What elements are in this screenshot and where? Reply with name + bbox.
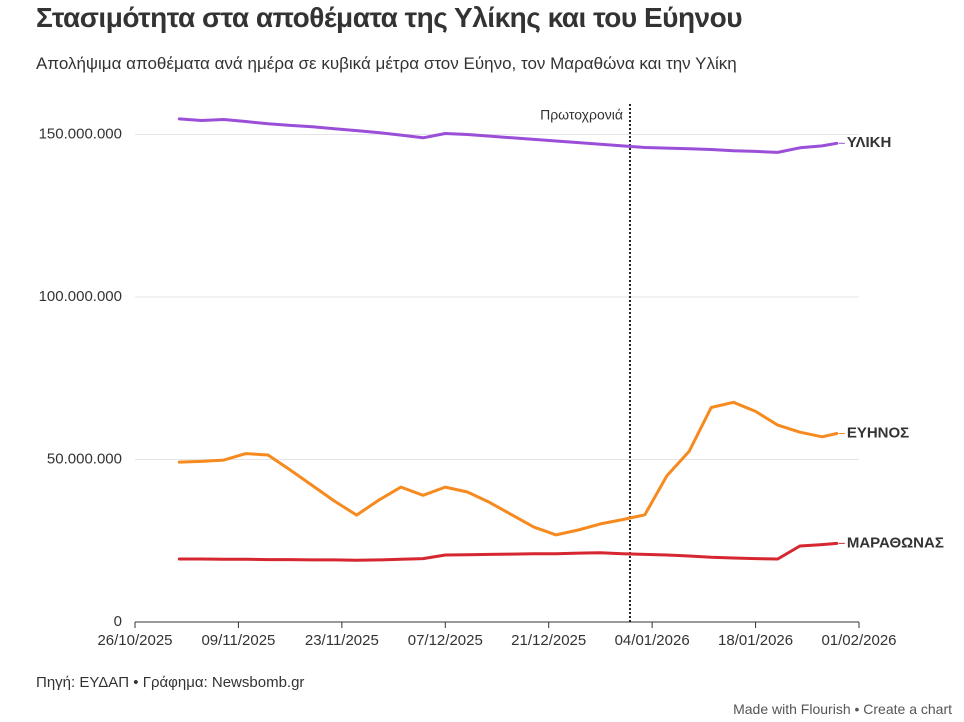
series-line [177, 400, 839, 537]
series-label: ΕΥΗΝΟΣ [847, 424, 909, 441]
y-tick-label: 150.000.000 [39, 125, 122, 142]
x-tick-label: 26/10/2025 [97, 632, 172, 649]
footer[interactable]: Made with Flourish • Create a chart [733, 701, 952, 717]
source: Πηγή: ΕΥΔΑΠ • Γράφημα: Newsbomb.gr [36, 674, 305, 691]
y-tick-label: 100.000.000 [39, 288, 122, 305]
chart-subtitle: Απολήψιμα αποθέματα ανά ημέρα σε κυβικά … [36, 54, 737, 73]
chart-title: Στασιμότητα στα αποθέματα της Υλίκης και… [36, 2, 743, 33]
series-label: ΜΑΡΑΘΩΝΑΣ [847, 534, 944, 551]
x-tick-label: 01/02/2026 [821, 632, 896, 649]
x-tick-label: 18/01/2026 [718, 632, 793, 649]
series-label: ΥΛΙΚΗ [847, 134, 891, 151]
x-tick-label: 21/12/2025 [511, 632, 586, 649]
x-tick-label: 07/12/2025 [408, 632, 483, 649]
x-tick-label: 23/11/2025 [305, 632, 379, 649]
x-tick-label: 09/11/2025 [201, 632, 275, 649]
series-line [177, 541, 839, 562]
annotation-label: Πρωτοχρονιά [540, 107, 623, 123]
y-tick-label: 0 [114, 613, 122, 630]
x-tick-label: 04/01/2026 [615, 632, 690, 649]
y-tick-label: 50.000.000 [47, 450, 122, 467]
series-line [177, 117, 839, 154]
